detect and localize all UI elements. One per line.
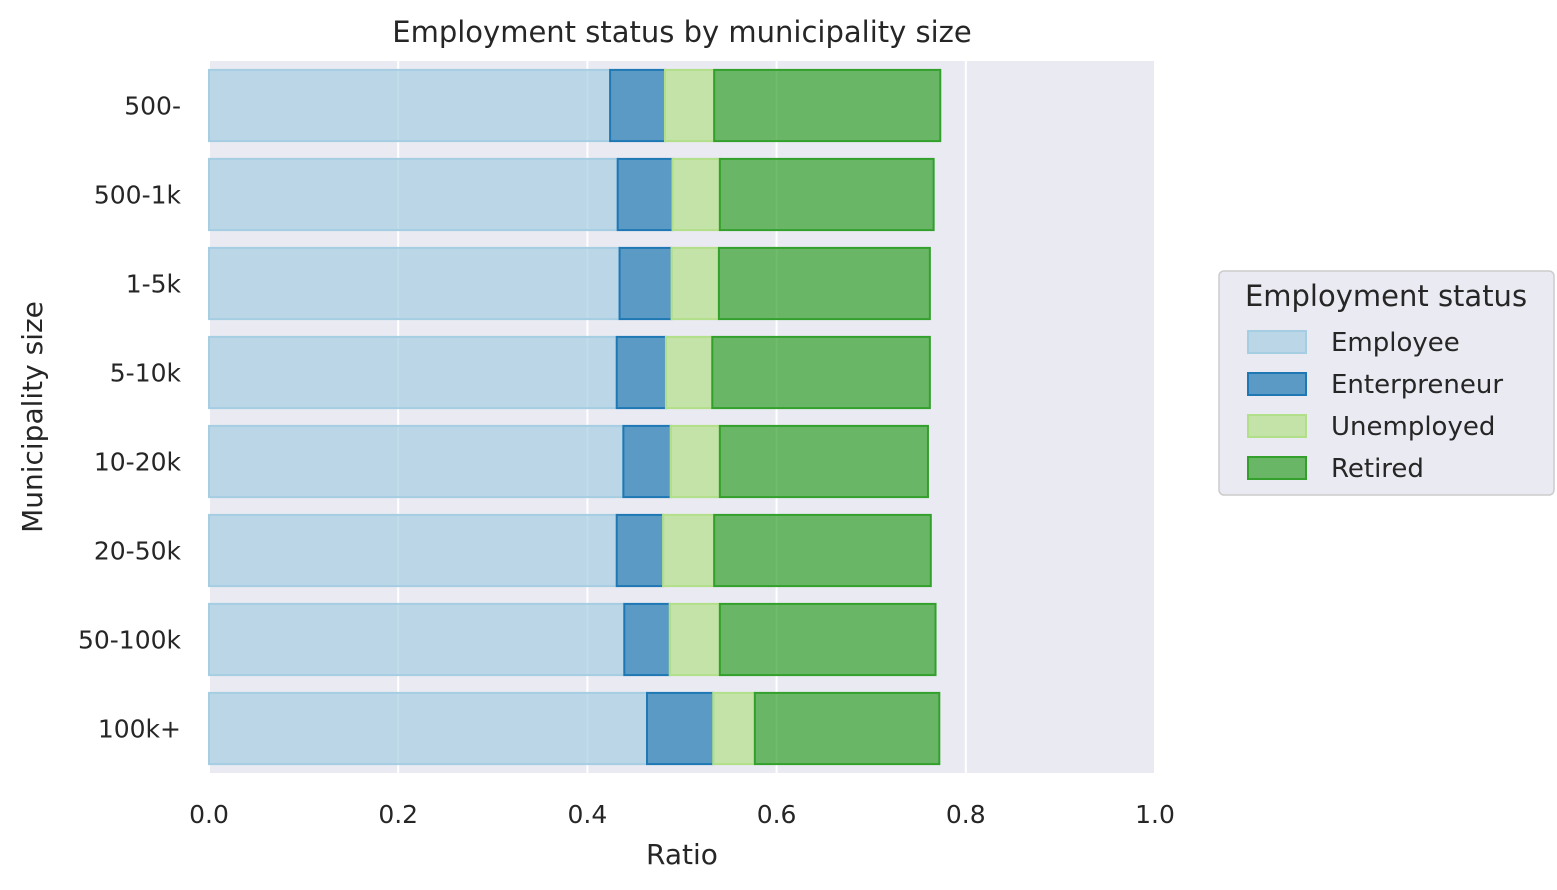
x-tick-label: 0.4	[568, 800, 608, 829]
legend-label: Unemployed	[1331, 412, 1495, 442]
y-tick-label: 500-1k	[94, 181, 182, 210]
bar-segment	[753, 691, 941, 766]
bar-segment	[208, 513, 618, 588]
x-tick-label: 0.0	[189, 800, 229, 829]
bar-segment	[718, 424, 929, 499]
bar-segment	[718, 157, 935, 232]
bar-segment	[208, 424, 625, 499]
legend-frame	[1218, 270, 1555, 496]
bar-segment	[615, 513, 665, 588]
x-axis-ticks: 0.0 0.2 0.4 0.6 0.8 1.0	[189, 800, 1175, 829]
bar-segment	[208, 691, 648, 766]
bar-segment	[615, 335, 667, 410]
bars	[208, 68, 942, 766]
bar-segment	[645, 691, 715, 766]
bar-segment	[208, 602, 626, 677]
bar-segment	[712, 691, 756, 766]
bar-segment	[670, 246, 720, 321]
y-tick-label: 10-20k	[94, 448, 182, 477]
bar-segment	[208, 246, 621, 321]
y-tick-label: 20-50k	[94, 537, 182, 566]
x-tick-label: 0.6	[757, 800, 797, 829]
legend-label: Employee	[1331, 328, 1460, 358]
x-tick-label: 0.8	[946, 800, 986, 829]
bar-segment	[208, 157, 619, 232]
y-tick-label: 500-	[124, 92, 181, 121]
y-tick-label: 100k+	[98, 715, 181, 744]
y-tick-label: 5-10k	[110, 359, 182, 388]
bar-segment	[668, 602, 721, 677]
legend-entries: Employee Enterpreneur Unemployed Retired	[1247, 328, 1503, 484]
bar-segment	[623, 602, 671, 677]
bar-segment	[671, 157, 721, 232]
x-axis-label: Ratio	[646, 838, 718, 871]
chart-title: Employment status by municipality size	[392, 15, 971, 49]
bar-segment	[664, 335, 714, 410]
legend: Employment status Employee Enterpreneur Un…	[1218, 270, 1555, 496]
legend-swatch	[1247, 330, 1307, 354]
legend-swatch	[1247, 414, 1307, 438]
x-tick-label: 0.2	[378, 800, 418, 829]
x-tick-label: 1.0	[1135, 800, 1175, 829]
bar-segment	[662, 513, 716, 588]
bar-segment	[208, 335, 618, 410]
y-tick-label: 1-5k	[126, 270, 182, 299]
y-axis-ticks: 500- 500-1k 1-5k 5-10k 10-20k 20-50k 50-100k 10…	[78, 92, 182, 744]
bar-segment	[208, 68, 612, 143]
bar-segment	[616, 157, 674, 232]
bar-segment	[669, 424, 721, 499]
legend-swatch	[1247, 372, 1307, 396]
y-axis-label: Municipality size	[16, 301, 49, 533]
bar-segment	[618, 246, 673, 321]
bar-segment	[663, 68, 716, 143]
legend-label: Retired	[1331, 454, 1424, 484]
bar-segment	[609, 68, 666, 143]
legend-label: Enterpreneur	[1331, 370, 1503, 400]
bar-segment	[713, 68, 942, 143]
bar-segment	[713, 513, 932, 588]
bar-segment	[622, 424, 672, 499]
legend-title: Employment status	[1245, 279, 1527, 313]
bar-segment	[718, 602, 937, 677]
bar-segment	[711, 335, 931, 410]
legend-swatch	[1247, 456, 1307, 480]
bar-segment	[717, 246, 931, 321]
y-tick-label: 50-100k	[78, 626, 182, 655]
